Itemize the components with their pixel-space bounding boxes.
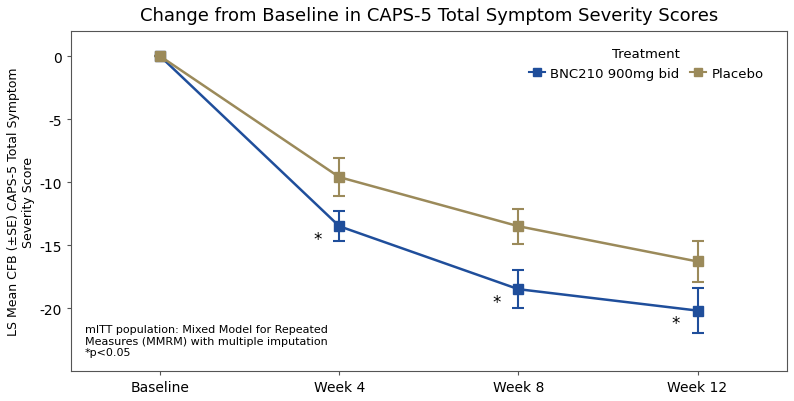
Text: mITT population: Mixed Model for Repeated
Measures (MMRM) with multiple imputati: mITT population: Mixed Model for Repeate… bbox=[85, 324, 328, 358]
Y-axis label: LS Mean CFB (±SE) CAPS-5 Total Symptom
Severity Score: LS Mean CFB (±SE) CAPS-5 Total Symptom S… bbox=[7, 68, 35, 336]
Text: *: * bbox=[492, 293, 500, 311]
Text: *: * bbox=[313, 231, 322, 248]
Legend: BNC210 900mg bid, Placebo: BNC210 900mg bid, Placebo bbox=[526, 45, 766, 83]
Text: *: * bbox=[671, 314, 680, 332]
Title: Change from Baseline in CAPS-5 Total Symptom Severity Scores: Change from Baseline in CAPS-5 Total Sym… bbox=[140, 7, 718, 25]
